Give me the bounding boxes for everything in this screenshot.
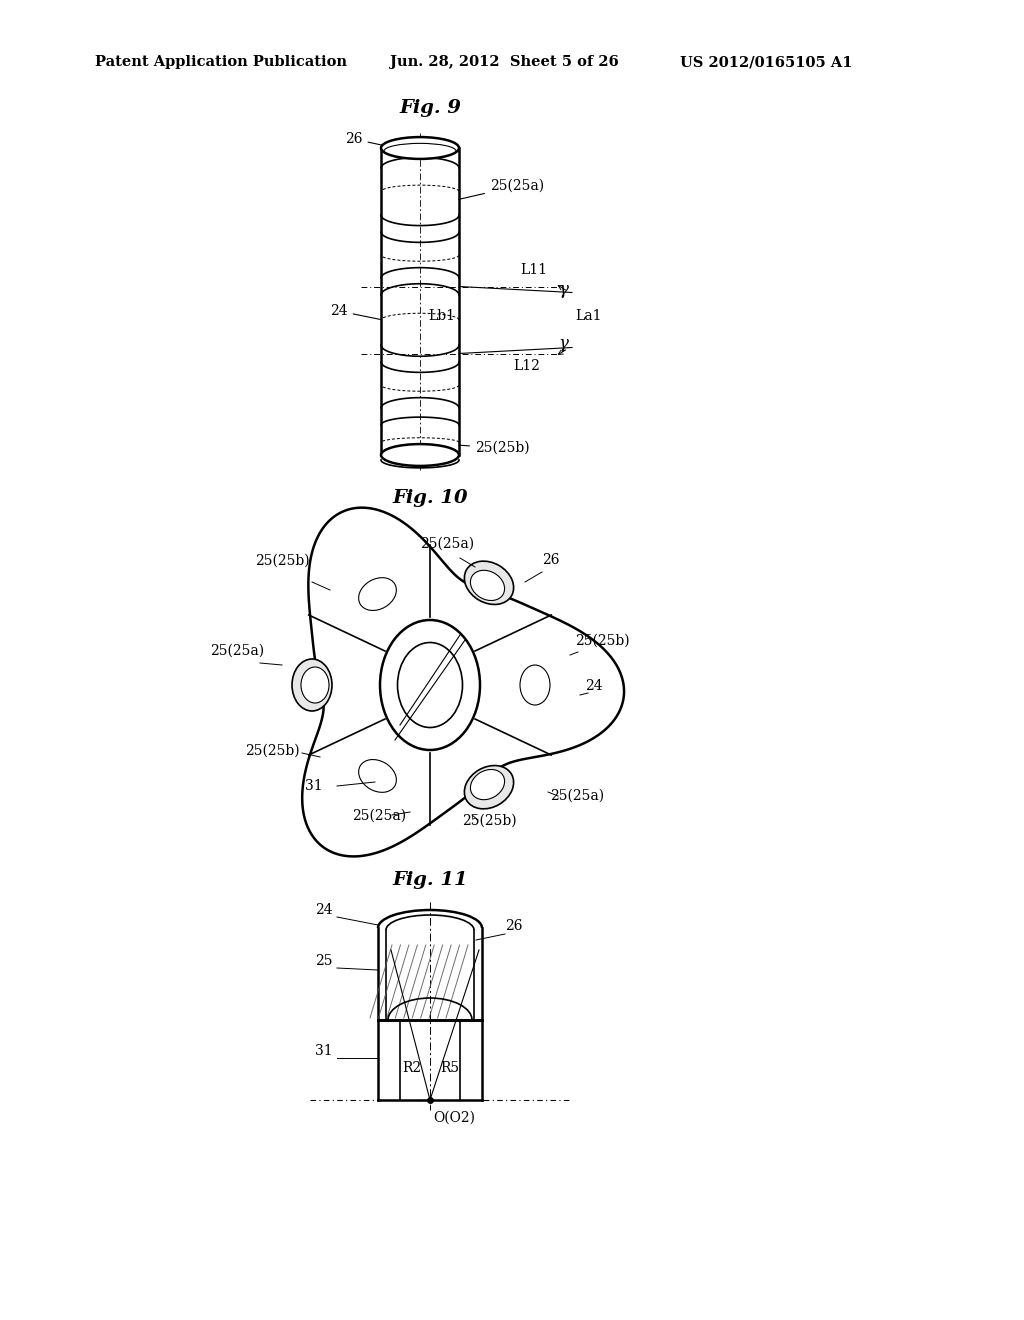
Text: 25: 25 (315, 954, 333, 968)
Text: Lb1: Lb1 (428, 309, 455, 323)
Text: 26: 26 (505, 919, 522, 933)
Ellipse shape (464, 766, 514, 809)
Text: US 2012/0165105 A1: US 2012/0165105 A1 (680, 55, 853, 69)
Text: L12: L12 (513, 359, 540, 372)
Ellipse shape (358, 759, 396, 792)
Ellipse shape (397, 643, 463, 727)
Ellipse shape (520, 665, 550, 705)
Text: 25(25b): 25(25b) (462, 814, 517, 828)
Text: Fig. 9: Fig. 9 (399, 99, 461, 117)
Text: 25(25b): 25(25b) (575, 634, 630, 648)
Ellipse shape (380, 620, 480, 750)
Text: 25(25b): 25(25b) (245, 744, 300, 758)
Text: 24: 24 (315, 903, 333, 917)
Text: 24: 24 (585, 678, 603, 693)
Text: 31: 31 (315, 1044, 333, 1059)
Text: 25(25a): 25(25a) (352, 809, 407, 822)
Text: Jun. 28, 2012  Sheet 5 of 26: Jun. 28, 2012 Sheet 5 of 26 (390, 55, 618, 69)
Text: Fig. 11: Fig. 11 (392, 871, 468, 888)
Ellipse shape (381, 444, 459, 466)
Text: 25(25b): 25(25b) (459, 441, 529, 455)
Ellipse shape (470, 570, 505, 601)
Ellipse shape (358, 578, 396, 610)
Ellipse shape (301, 667, 329, 704)
Text: 25(25a): 25(25a) (420, 537, 474, 550)
Ellipse shape (464, 561, 514, 605)
Text: R5: R5 (440, 1061, 459, 1074)
Text: 25(25b): 25(25b) (255, 554, 309, 568)
Text: 25(25a): 25(25a) (550, 789, 604, 803)
Text: 31: 31 (305, 779, 323, 793)
Polygon shape (302, 508, 624, 857)
Text: Patent Application Publication: Patent Application Publication (95, 55, 347, 69)
Text: 25(25a): 25(25a) (210, 644, 264, 657)
Text: La1: La1 (575, 309, 601, 323)
Text: L11: L11 (520, 264, 547, 277)
Text: Fig. 10: Fig. 10 (392, 488, 468, 507)
Text: R2: R2 (402, 1061, 421, 1074)
Text: γ: γ (558, 281, 568, 298)
Text: 26: 26 (542, 553, 559, 568)
Ellipse shape (381, 137, 459, 158)
Ellipse shape (470, 770, 505, 800)
Text: 25(25a): 25(25a) (459, 180, 544, 199)
Text: 24: 24 (330, 304, 380, 319)
Text: γ: γ (558, 335, 568, 352)
Text: 26: 26 (345, 132, 383, 147)
Ellipse shape (292, 659, 332, 711)
Text: O(O2): O(O2) (433, 1111, 475, 1125)
